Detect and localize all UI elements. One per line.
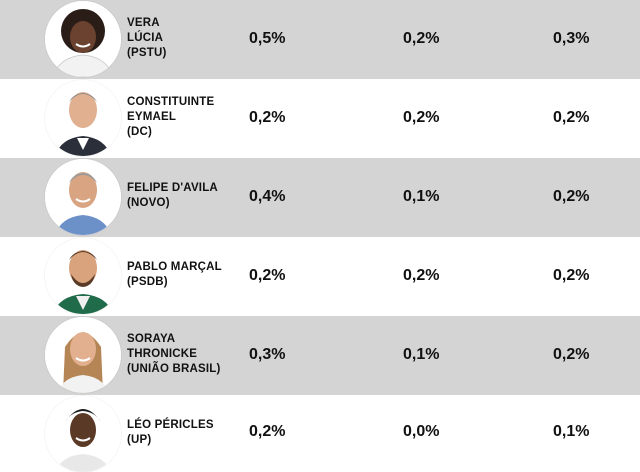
poll-value-3: 0,2% [553,188,590,205]
candidate-photo [45,317,121,393]
table-row: SORAYA THRONICKE (UNIÃO BRASIL) 0,3% 0,1… [0,316,640,395]
poll-value-1: 0,3% [249,346,286,363]
poll-value-3: 0,1% [553,423,590,440]
poll-value-2: 0,1% [403,188,440,205]
poll-value-2: 0,1% [403,346,440,363]
poll-value-3: 0,2% [553,267,590,284]
candidate-photo [45,80,121,156]
poll-value-2: 0,2% [403,30,440,47]
candidate-photo [45,1,121,77]
poll-value-2: 0,2% [403,109,440,126]
poll-value-3: 0,3% [553,30,590,47]
poll-value-2: 0,0% [403,423,440,440]
poll-value-3: 0,2% [553,346,590,363]
poll-value-3: 0,2% [553,109,590,126]
table-row: VERA LÚCIA (PSTU) 0,5% 0,2% 0,3% [0,0,640,79]
table-row: FELIPE D'AVILA (NOVO) 0,4% 0,1% 0,2% [0,158,640,237]
table-row: LÉO PÉRICLES (UP) 0,2% 0,0% 0,1% [0,395,640,472]
candidate-name: LÉO PÉRICLES (UP) [127,419,214,446]
candidate-name: FELIPE D'AVILA (NOVO) [127,182,218,209]
candidate-photo [45,159,121,235]
candidate-name: SORAYA THRONICKE (UNIÃO BRASIL) [127,333,221,375]
poll-value-2: 0,2% [403,267,440,284]
poll-value-1: 0,2% [249,423,286,440]
poll-value-1: 0,4% [249,188,286,205]
candidate-photo [45,238,121,314]
table-row: PABLO MARÇAL (PSDB) 0,2% 0,2% 0,2% [0,237,640,316]
poll-value-1: 0,2% [249,267,286,284]
poll-value-1: 0,5% [249,30,286,47]
candidate-name: CONSTITUINTE EYMAEL (DC) [127,96,215,138]
candidate-name: PABLO MARÇAL (PSDB) [127,261,222,288]
table-row: CONSTITUINTE EYMAEL (DC) 0,2% 0,2% 0,2% [0,79,640,158]
candidate-photo [45,396,121,472]
candidate-name: VERA LÚCIA (PSTU) [127,17,167,59]
poll-value-1: 0,2% [249,109,286,126]
